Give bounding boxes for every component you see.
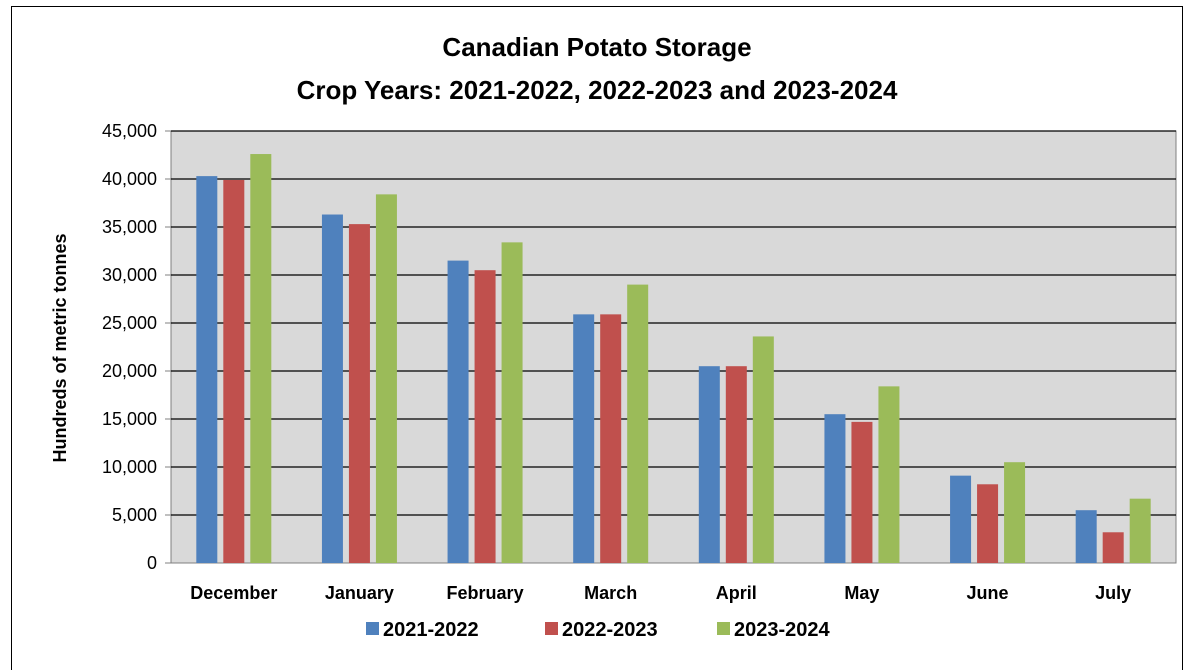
bar-2022-2023-July [1102,532,1124,563]
bar-2022-2023-January [348,224,370,563]
y-axis-label: Hundreds of metric tonnes [50,233,70,462]
legend-label: 2021-2022 [383,619,479,641]
bar-2022-2023-February [474,270,496,563]
bar-2021-2022-December [196,176,218,563]
y-tick-label: 35,000 [102,217,157,237]
bars [196,154,1151,564]
y-tick-label: 10,000 [102,457,157,477]
plot-area [170,130,1177,564]
bar-2023-2024-May [878,386,900,563]
x-tick-label: July [1095,583,1131,603]
x-tick-label: December [190,583,277,603]
x-tick-label: June [967,583,1009,603]
bar-2021-2022-March [573,314,595,563]
bar-2021-2022-June [950,475,972,563]
bar-2022-2023-June [977,484,999,563]
x-axis-ticks: December January February March April May June… [190,583,1131,603]
bar-2023-2024-July [1129,498,1151,563]
y-tick-label: 5,000 [112,505,157,525]
legend-swatch [545,622,558,635]
legend-label: 2022-2023 [562,619,658,641]
y-tick-label: 0 [147,553,157,573]
bar-2023-2024-January [375,194,397,564]
bar-2022-2023-December [223,179,245,563]
bar-2021-2022-July [1075,510,1097,563]
x-tick-label: February [447,583,524,603]
bar-2023-2024-April [752,336,774,563]
legend: 2021-2022 2022-2023 2023-2024 [366,619,831,641]
y-tick-label: 30,000 [102,265,157,285]
x-tick-label: March [584,583,637,603]
y-tick-label: 20,000 [102,361,157,381]
bar-2021-2022-January [321,214,343,563]
y-tick-label: 40,000 [102,169,157,189]
y-tick-label: 25,000 [102,313,157,333]
legend-swatch [717,622,730,635]
bar-2021-2022-May [824,414,846,563]
bar-2022-2023-May [851,421,873,563]
x-tick-label: January [325,583,394,603]
chart-title-line-2: Crop Years: 2021-2022, 2022-2023 and 202… [297,75,898,105]
x-tick-label: April [716,583,757,603]
bar-2021-2022-April [698,366,720,563]
bar-2021-2022-February [447,260,469,563]
bar-2022-2023-March [600,314,622,563]
bar-2023-2024-February [501,242,523,564]
bar-2022-2023-April [725,366,747,563]
x-tick-label: May [844,583,879,603]
chart-title-line-1: Canadian Potato Storage [442,32,751,62]
y-axis-ticks: 0 5,000 10,000 15,000 20,000 25,000 30,000 35,0… [102,121,171,573]
legend-swatch [366,622,379,635]
bar-2023-2024-December [250,154,272,564]
legend-label: 2023-2024 [734,619,831,641]
bar-2023-2024-March [627,284,649,563]
y-tick-label: 45,000 [102,121,157,141]
bar-2023-2024-June [1004,462,1026,563]
y-tick-label: 15,000 [102,409,157,429]
